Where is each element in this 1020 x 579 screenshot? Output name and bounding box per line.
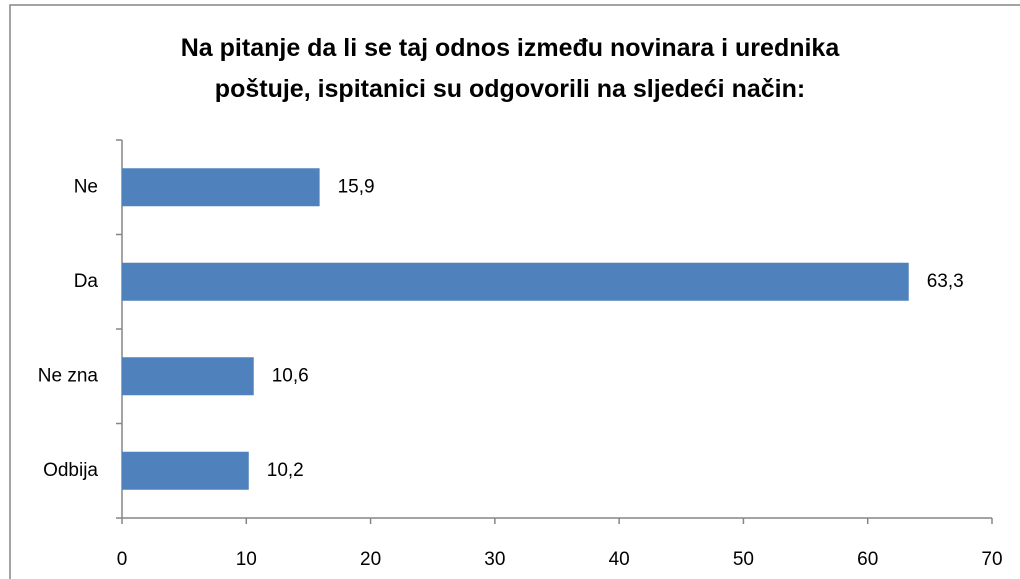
data-label: 63,3 (927, 271, 964, 292)
y-tick-label: Odbija (43, 460, 98, 481)
data-label: 15,9 (338, 176, 375, 197)
bar (122, 168, 320, 207)
chart-border (9, 4, 1020, 579)
x-tick-label: 40 (609, 549, 630, 570)
data-label: 10,6 (272, 365, 309, 386)
x-tick-label: 10 (236, 549, 257, 570)
x-tick-label: 0 (117, 549, 128, 570)
x-tick-label: 60 (857, 549, 878, 570)
chart-title: Na pitanje da li se taj odnos između nov… (180, 34, 840, 103)
bar (122, 451, 249, 490)
x-tick-label: 20 (360, 549, 381, 570)
bar (122, 262, 909, 301)
data-label: 10,2 (267, 460, 304, 481)
x-tick-label: 70 (981, 549, 1002, 570)
bar (122, 357, 254, 396)
y-tick-label: Ne zna (38, 365, 99, 386)
x-tick-label: 30 (484, 549, 505, 570)
y-tick-label: Ne (74, 176, 98, 197)
y-tick-label: Da (74, 271, 99, 292)
x-tick-label: 50 (733, 549, 754, 570)
